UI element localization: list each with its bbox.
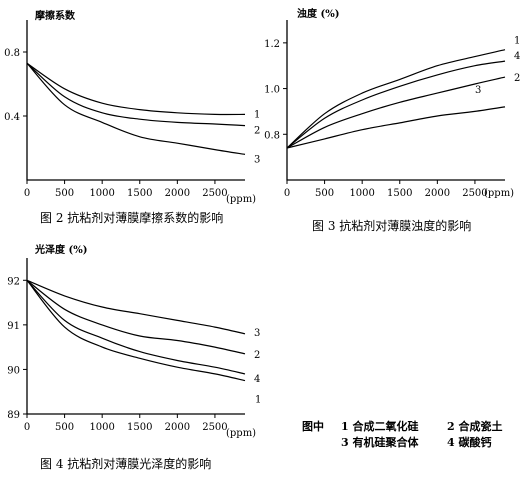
legend-item-2: 2 合成瓷土 [447, 419, 502, 433]
x-tick-label: 2000 [165, 188, 190, 199]
series-label-1: 1 [255, 395, 261, 406]
x-tick-label: 1000 [89, 422, 114, 433]
y-tick-label: 0.8 [4, 48, 20, 59]
y-tick-label: 1.2 [264, 39, 280, 50]
gloss-y-label: 光泽度 (%) [34, 243, 87, 256]
series-line-2 [26, 279, 246, 355]
x-tick-label: 500 [55, 422, 74, 433]
turbidity-caption: 图 3 抗粘剂对薄膜浊度的影响 [312, 218, 471, 233]
series-line-2 [286, 76, 506, 149]
series-line-3 [26, 62, 246, 155]
series-line-2 [26, 62, 246, 127]
x-tick-label: 2500 [202, 422, 227, 433]
x-tick-label: 1000 [89, 188, 114, 199]
y-tick-label: 92 [7, 276, 20, 287]
series-label-2: 2 [254, 126, 260, 137]
gloss-x-unit: (ppm) [226, 428, 256, 439]
series-line-1 [26, 62, 246, 116]
x-tick-label: 2000 [165, 422, 190, 433]
x-tick-label: 1000 [349, 188, 374, 199]
turbidity-y-label: 浊度 (%) [297, 7, 339, 20]
series-label-2: 2 [514, 73, 520, 84]
series-label-1: 1 [514, 36, 520, 47]
legend-item-3: 3 有机硅聚合体 [341, 435, 419, 449]
gloss-caption: 图 4 抗粘剂对薄膜光泽度的影响 [40, 456, 211, 471]
y-tick-label: 0.4 [4, 112, 20, 123]
friction-chart: 摩擦系数 图 2 抗粘剂对薄膜摩擦系数的影响 (ppm) 0 500 1000 150… [4, 9, 260, 225]
x-tick-label: 0 [24, 422, 30, 433]
x-tick-label: 2000 [425, 188, 450, 199]
series-label-1: 1 [254, 109, 260, 120]
series-label-2: 2 [254, 350, 260, 361]
y-tick-label: 90 [7, 365, 20, 376]
y-tick-label: 91 [7, 321, 20, 332]
material-legend: 图中 1 合成二氧化硅 2 合成瓷土 3 有机硅聚合体 4 碳酸钙 [302, 419, 502, 449]
series-line-3 [26, 279, 246, 335]
series-label-4: 4 [254, 374, 260, 385]
x-tick-label: 2500 [462, 188, 487, 199]
series-line-3 [286, 106, 506, 149]
axis-lines [26, 258, 245, 415]
friction-caption: 图 2 抗粘剂对薄膜摩擦系数的影响 [40, 210, 223, 225]
friction-x-unit: (ppm) [226, 194, 256, 205]
legend-prefix: 图中 [302, 419, 324, 433]
y-tick-label: 0.8 [264, 130, 280, 141]
x-tick-label: 2500 [202, 188, 227, 199]
series-label-3: 3 [475, 85, 481, 96]
series-line-4 [286, 60, 506, 149]
y-tick-label: 89 [7, 410, 20, 421]
x-tick-label: 500 [55, 188, 74, 199]
series-label-3: 3 [254, 328, 260, 339]
x-tick-label: 1500 [127, 188, 152, 199]
series-label-3: 3 [254, 154, 260, 165]
x-tick-label: 0 [24, 188, 30, 199]
series-line-4 [26, 279, 246, 375]
axis-lines [286, 20, 505, 181]
turbidity-chart: 浊度 (%) 图 3 抗粘剂对薄膜浊度的影响 (ppm) 0 500 1000 150… [264, 7, 520, 233]
series-line-1 [286, 49, 506, 149]
x-tick-label: 1500 [127, 422, 152, 433]
gloss-chart: 光泽度 (%) 图 4 抗粘剂对薄膜光泽度的影响 (ppm) 0 500 1000 1… [7, 243, 261, 471]
x-tick-label: 1500 [387, 188, 412, 199]
x-tick-label: 0 [284, 188, 290, 199]
y-tick-label: 1.0 [264, 85, 280, 96]
legend-item-4: 4 碳酸钙 [447, 435, 491, 449]
series-label-4: 4 [514, 51, 520, 62]
series-line-1 [26, 279, 246, 382]
friction-y-label: 摩擦系数 [35, 9, 76, 22]
x-tick-label: 500 [315, 188, 334, 199]
legend-item-1: 1 合成二氧化硅 [341, 419, 418, 433]
turbidity-x-unit: (ppm) [484, 188, 514, 199]
